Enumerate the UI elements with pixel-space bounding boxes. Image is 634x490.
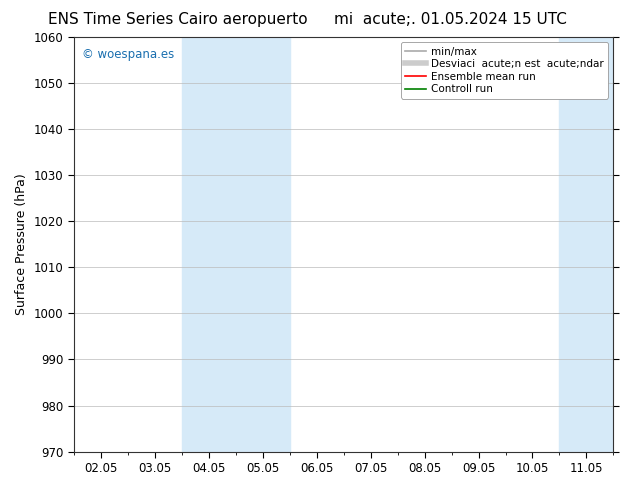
- Y-axis label: Surface Pressure (hPa): Surface Pressure (hPa): [15, 173, 28, 315]
- Legend: min/max, Desviaci  acute;n est  acute;ndar, Ensemble mean run, Controll run: min/max, Desviaci acute;n est acute;ndar…: [401, 42, 608, 98]
- Text: © woespana.es: © woespana.es: [82, 48, 174, 60]
- Text: mi  acute;. 01.05.2024 15 UTC: mi acute;. 01.05.2024 15 UTC: [333, 12, 567, 27]
- Bar: [182, 37, 290, 452]
- Bar: [559, 37, 634, 452]
- Text: ENS Time Series Cairo aeropuerto: ENS Time Series Cairo aeropuerto: [48, 12, 307, 27]
